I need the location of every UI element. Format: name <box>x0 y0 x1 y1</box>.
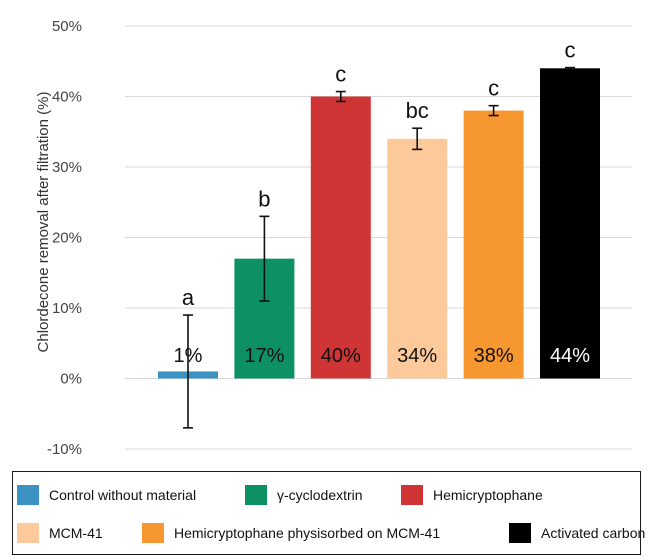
data-label: 17% <box>244 345 284 367</box>
y-axis-label: Chlordecone removal after filtration (%) <box>35 92 52 353</box>
y-tick-label: 0% <box>60 371 82 388</box>
significance-letter: c <box>488 76 499 101</box>
legend-swatch <box>142 523 164 543</box>
data-label: 40% <box>321 345 361 367</box>
error-bar <box>335 90 346 103</box>
legend-item-hemicryptophane-mcm41: Hemicryptophane physisorbed on MCM-41 <box>142 523 440 543</box>
significance-letter: c <box>565 38 576 63</box>
legend: Control without material γ-cyclodextrin … <box>12 471 645 555</box>
legend-label: Control without material <box>49 487 197 503</box>
legend-label: MCM-41 <box>49 525 103 541</box>
y-tick-label: -10% <box>47 441 82 458</box>
legend-item-mcm41: MCM-41 <box>17 523 103 543</box>
y-tick-label: 40% <box>52 89 82 106</box>
legend-item-cyclodextrin: γ-cyclodextrin <box>245 485 363 505</box>
y-tick-label: 20% <box>52 230 82 247</box>
legend-label: Hemicryptophane <box>433 487 543 503</box>
bar <box>463 110 524 379</box>
significance-letter: b <box>258 186 270 211</box>
bar <box>540 68 600 379</box>
error-bar <box>488 104 499 117</box>
bar <box>310 96 371 379</box>
y-tick-label: 10% <box>52 300 82 317</box>
legend-label: γ-cyclodextrin <box>277 487 363 503</box>
legend-swatch <box>509 523 531 543</box>
y-tick-label: 30% <box>52 159 82 176</box>
error-bar <box>412 127 423 151</box>
legend-item-hemicryptophane: Hemicryptophane <box>401 485 543 505</box>
data-label: 44% <box>550 345 590 367</box>
data-label: 34% <box>397 345 437 367</box>
legend-item-control: Control without material <box>17 485 196 505</box>
significance-letter: c <box>335 62 346 87</box>
bar-chart: -10% 0% 10% 20% 30% 40% 50% 1% a 17% b 40% c 34% bc 38… <box>35 18 632 458</box>
legend-item-activated-carbon: Activated carbon <box>509 523 645 543</box>
significance-letter: bc <box>406 98 429 123</box>
legend-swatch <box>17 523 39 543</box>
data-labels: 1% a 17% b 40% c 34% bc 38% c 44% c <box>174 38 591 367</box>
error-bars <box>183 66 575 429</box>
legend-swatch <box>17 485 39 505</box>
legend-label: Hemicryptophane physisorbed on MCM-41 <box>174 525 441 541</box>
data-label: 38% <box>474 345 514 367</box>
legend-swatch <box>245 485 267 505</box>
bar <box>387 138 448 379</box>
error-bar <box>183 314 193 429</box>
error-bar <box>565 66 575 70</box>
legend-label: Activated carbon <box>541 525 646 541</box>
error-bar <box>259 215 270 302</box>
data-label: 1% <box>174 345 203 367</box>
y-axis-ticks: -10% 0% 10% 20% 30% 40% 50% <box>47 18 82 458</box>
bars <box>158 68 600 379</box>
y-tick-label: 50% <box>52 18 82 35</box>
significance-letter: a <box>182 285 195 310</box>
legend-swatch <box>401 485 423 505</box>
